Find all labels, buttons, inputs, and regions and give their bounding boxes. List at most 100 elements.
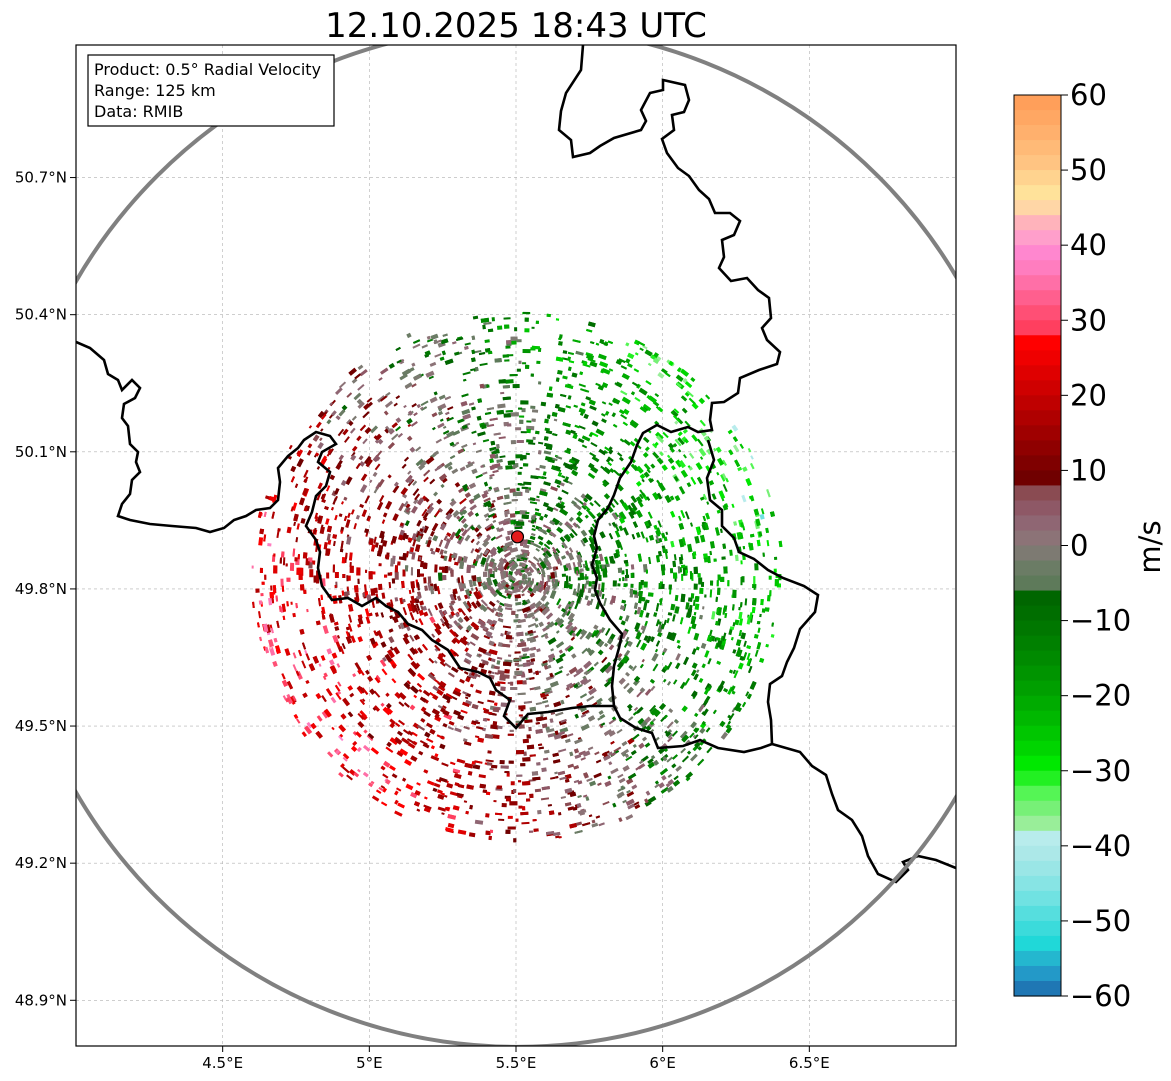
echo-cell: [443, 430, 450, 435]
echo-cell: [320, 594, 324, 600]
echo-cell: [451, 468, 459, 475]
echo-cell: [706, 634, 711, 642]
echo-cell: [524, 328, 530, 333]
echo-cell: [577, 809, 587, 815]
echo-cell: [728, 628, 733, 636]
echo-cell: [693, 734, 699, 740]
echo-cell: [566, 673, 570, 677]
echo-cell: [549, 672, 554, 678]
echo-cell: [541, 573, 545, 581]
echo-cell: [640, 531, 645, 539]
echo-cell: [371, 544, 376, 549]
echo-cell: [494, 672, 499, 675]
echo-cell: [568, 360, 575, 364]
echo-cell: [471, 672, 476, 676]
echo-cell: [569, 532, 575, 539]
echo-cell: [598, 822, 605, 827]
echo-cell: [292, 664, 298, 672]
echo-cell: [614, 530, 621, 538]
echo-cell: [738, 607, 741, 611]
echo-cell: [677, 431, 683, 437]
echo-cell: [627, 703, 633, 710]
echo-cell: [407, 667, 417, 677]
echo-cell: [516, 487, 520, 491]
echo-cell: [326, 572, 330, 579]
echo-cell: [572, 433, 578, 440]
echo-cell: [348, 367, 357, 376]
echo-cell: [436, 734, 445, 740]
echo-cell: [516, 440, 524, 443]
echo-cell: [381, 519, 386, 524]
echo-cell: [688, 597, 693, 602]
echo-cell: [437, 794, 445, 800]
echo-cell: [597, 545, 602, 552]
echo-cell: [422, 525, 429, 534]
echo-cell: [462, 371, 471, 376]
echo-cell: [543, 450, 552, 455]
echo-cell: [663, 714, 668, 720]
echo-cell: [616, 793, 622, 799]
echo-cell: [476, 576, 482, 583]
echo-cell: [401, 580, 405, 589]
echo-cell: [422, 743, 430, 749]
echo-cell: [529, 638, 537, 643]
echo-cell: [463, 741, 472, 746]
echo-cell: [290, 476, 295, 483]
echo-cell: [560, 731, 565, 735]
echo-cell: [292, 695, 297, 702]
echo-cell: [544, 418, 549, 424]
echo-cell: [490, 525, 495, 530]
echo-cell: [751, 606, 756, 614]
echo-cell: [488, 690, 496, 696]
echo-cell: [581, 444, 588, 449]
echo-cell: [515, 427, 522, 431]
echo-cell: [561, 555, 566, 560]
echo-cell: [566, 682, 573, 689]
echo-cell: [676, 639, 681, 644]
echo-cell: [753, 633, 759, 639]
echo-cell: [340, 530, 344, 534]
echo-cell: [582, 794, 588, 798]
echo-cell: [439, 473, 447, 481]
echo-cell: [321, 413, 327, 420]
echo-cell: [688, 466, 693, 471]
echo-cell: [533, 635, 539, 639]
echo-cell: [431, 633, 436, 638]
echo-cell: [483, 571, 487, 577]
echo-cell: [482, 707, 487, 711]
echo-cell: [571, 632, 577, 638]
echo-cell: [528, 726, 532, 732]
echo-cell: [695, 646, 700, 651]
echo-cell: [678, 486, 686, 495]
echo-cell: [437, 655, 446, 663]
echo-cell: [429, 728, 436, 735]
echo-cell: [544, 634, 549, 639]
echo-cell: [427, 673, 436, 681]
echo-cell: [502, 385, 510, 389]
echo-cell: [510, 556, 516, 561]
echo-cell: [426, 335, 431, 340]
echo-cell: [618, 817, 623, 823]
echo-cell: [699, 587, 704, 594]
echo-cell: [632, 743, 637, 749]
echo-cell: [269, 624, 273, 629]
echo-cell: [475, 601, 481, 608]
echo-cell: [296, 458, 304, 468]
echo-cell: [446, 416, 450, 421]
echo-cell: [550, 486, 558, 492]
echo-cell: [362, 438, 368, 445]
echo-cell: [504, 771, 510, 774]
echo-cell: [689, 571, 693, 580]
echo-cell: [341, 501, 344, 505]
echo-cell: [469, 504, 477, 511]
echo-cell: [544, 749, 550, 754]
echo-cell: [526, 744, 535, 750]
echo-cell: [634, 396, 641, 402]
echo-cell: [669, 446, 675, 453]
echo-cell: [517, 792, 526, 795]
echo-cell: [487, 328, 494, 333]
echo-cell: [366, 397, 373, 403]
echo-cell: [580, 713, 587, 718]
echo-cell: [449, 628, 457, 637]
echo-cell: [423, 476, 429, 483]
